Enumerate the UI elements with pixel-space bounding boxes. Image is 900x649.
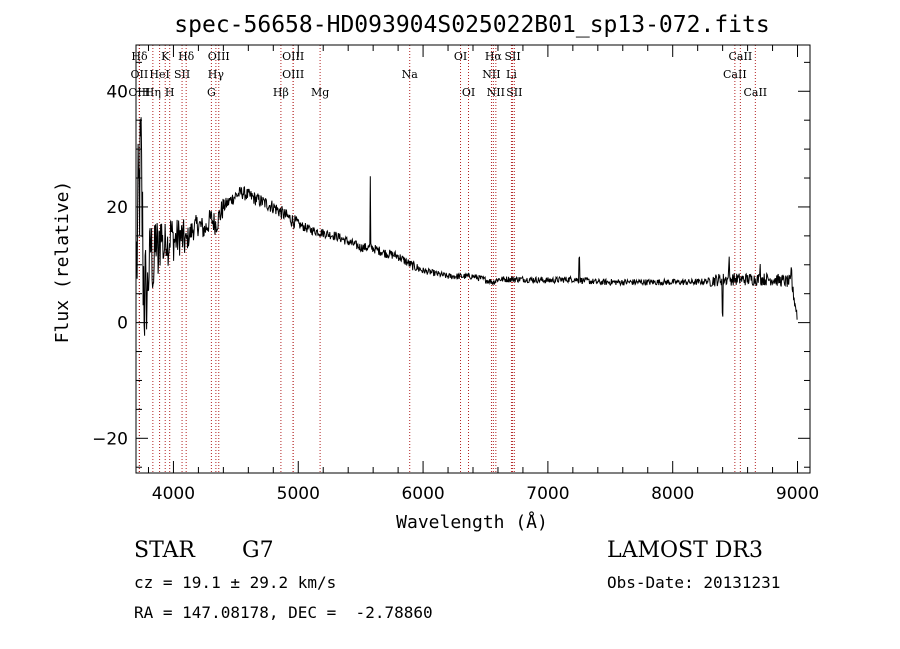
line-label: Hδ — [178, 50, 195, 63]
line-label: Na — [402, 68, 419, 81]
line-label: K — [161, 50, 170, 63]
line-label: Hγ — [208, 68, 225, 81]
line-label: Mg — [311, 86, 329, 99]
x-tick-label: 7000 — [526, 484, 569, 504]
line-label: SII — [504, 50, 520, 63]
line-label: HeI — [149, 68, 169, 81]
line-label: H — [165, 86, 175, 99]
spectrum-line — [136, 117, 798, 336]
x-tick-label: 5000 — [277, 484, 320, 504]
line-label: CaII — [743, 86, 767, 99]
line-label: G — [207, 86, 216, 99]
x-axis-label: Wavelength (Å) — [396, 511, 548, 533]
line-label: OI — [462, 86, 475, 99]
line-label: Li — [506, 68, 517, 81]
survey-name: LAMOST DR3 — [607, 538, 763, 563]
y-tick-label: 20 — [106, 198, 128, 218]
axis-ticks: 4000 5000 6000 7000 8000 9000 −20 0 20 40 — [92, 45, 819, 504]
y-axis-label: Flux (relative) — [52, 181, 73, 344]
line-label: SII — [174, 68, 190, 81]
obs-date: Obs-Date: 20131231 — [607, 573, 781, 592]
line-label: OIII — [282, 50, 304, 63]
line-label: SII — [506, 86, 522, 99]
x-tick-label: 9000 — [776, 484, 819, 504]
line-label: Hα — [485, 50, 503, 63]
x-tick-label: 6000 — [401, 484, 444, 504]
y-tick-label: −20 — [92, 429, 128, 449]
chart-title: spec-56658-HD093904S025022B01_sp13-072.f… — [174, 12, 769, 38]
line-label: NII — [487, 86, 505, 99]
line-label: OIII — [282, 68, 304, 81]
line-markers — [138, 45, 756, 473]
line-label: NII — [482, 68, 500, 81]
object-class: STAR — [134, 538, 195, 563]
line-label: CaII — [723, 68, 747, 81]
y-tick-label: 0 — [117, 314, 128, 334]
redshift-cz: cz = 19.1 ± 29.2 km/s — [134, 573, 337, 592]
x-tick-label: 4000 — [152, 484, 195, 504]
y-tick-label: 40 — [106, 82, 128, 102]
line-label: OI — [454, 50, 467, 63]
x-tick-label: 8000 — [651, 484, 694, 504]
line-label: Hη — [145, 86, 161, 99]
line-label: OIII — [128, 86, 150, 99]
plot-frame — [135, 44, 811, 474]
line-label: OIII — [208, 50, 230, 63]
subclass: G7 — [242, 538, 274, 563]
line-label: CaII — [729, 50, 753, 63]
line-label: Hδ — [131, 50, 148, 63]
line-label: OII — [131, 68, 149, 81]
line-label: Hβ — [273, 86, 289, 99]
coordinates: RA = 147.08178, DEC = -2.78860 — [134, 603, 433, 622]
